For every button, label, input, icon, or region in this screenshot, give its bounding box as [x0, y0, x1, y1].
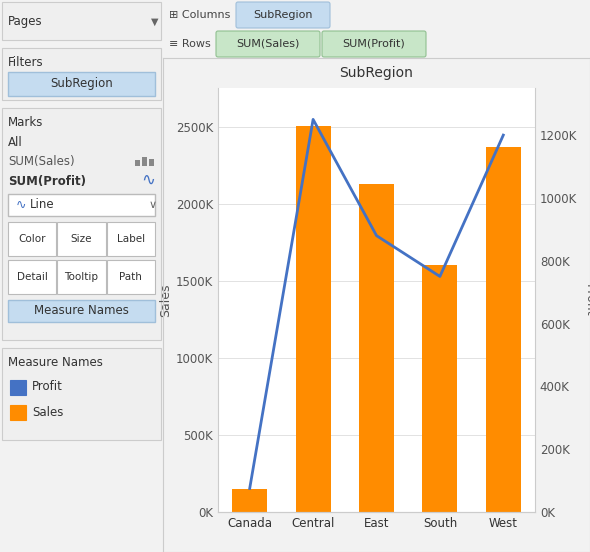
Text: Profit: Profit — [32, 380, 63, 394]
Text: ≡ Rows: ≡ Rows — [169, 39, 211, 49]
Text: Measure Names: Measure Names — [34, 305, 129, 317]
Text: Pages: Pages — [8, 15, 42, 29]
Bar — [296, 126, 330, 512]
Text: ⊞ Columns: ⊞ Columns — [169, 10, 230, 20]
Text: SUM(Sales): SUM(Sales) — [8, 156, 74, 168]
Bar — [107, 260, 155, 294]
FancyBboxPatch shape — [216, 31, 320, 57]
Text: All: All — [8, 135, 23, 148]
Text: Marks: Marks — [8, 115, 44, 129]
FancyBboxPatch shape — [236, 2, 330, 28]
Bar — [8, 300, 155, 322]
Bar — [57, 260, 106, 294]
Bar — [8, 194, 155, 216]
Text: ∿: ∿ — [16, 199, 27, 211]
Bar — [422, 266, 457, 512]
Bar — [10, 380, 26, 395]
Bar — [135, 160, 140, 166]
Text: Measure Names: Measure Names — [8, 355, 103, 369]
Title: SubRegion: SubRegion — [340, 66, 414, 80]
Text: ▼: ▼ — [151, 17, 159, 27]
Text: Line: Line — [30, 199, 55, 211]
Text: Detail: Detail — [17, 272, 48, 282]
Bar — [486, 147, 521, 512]
Text: Size: Size — [71, 234, 92, 244]
Text: Filters: Filters — [8, 56, 44, 68]
Bar — [8, 72, 155, 96]
FancyBboxPatch shape — [322, 31, 426, 57]
Bar — [107, 222, 155, 256]
Bar — [142, 157, 147, 166]
Bar — [2, 48, 161, 100]
Y-axis label: Profit: Profit — [583, 284, 590, 316]
Bar — [2, 348, 161, 440]
Bar — [359, 184, 394, 512]
Text: SubRegion: SubRegion — [253, 10, 313, 20]
Text: ∿: ∿ — [141, 171, 155, 189]
Bar — [8, 260, 56, 294]
Bar — [149, 159, 154, 166]
Bar — [2, 2, 161, 40]
Text: Tooltip: Tooltip — [64, 272, 99, 282]
Text: Label: Label — [117, 234, 145, 244]
Text: SUM(Profit): SUM(Profit) — [343, 39, 405, 49]
Bar — [8, 222, 56, 256]
Text: SUM(Sales): SUM(Sales) — [237, 39, 300, 49]
Text: Path: Path — [119, 272, 142, 282]
Bar — [10, 405, 26, 420]
Text: Sales: Sales — [32, 406, 63, 418]
Text: Color: Color — [18, 234, 46, 244]
Bar — [2, 108, 161, 340]
Bar — [57, 222, 106, 256]
Bar — [232, 489, 267, 512]
Text: SUM(Profit): SUM(Profit) — [8, 176, 86, 188]
Text: ∨: ∨ — [149, 200, 157, 210]
Text: SubRegion: SubRegion — [50, 77, 113, 91]
Y-axis label: Sales: Sales — [159, 283, 172, 317]
